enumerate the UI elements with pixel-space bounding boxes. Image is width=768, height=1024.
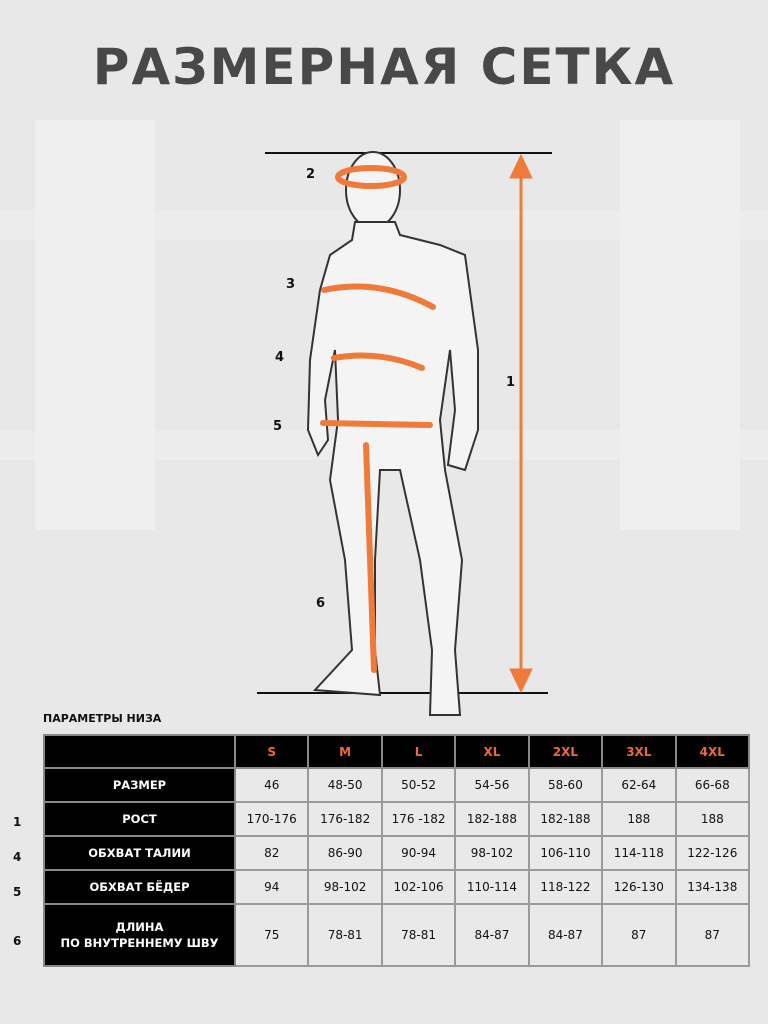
waist-line	[331, 352, 425, 371]
cell: 98-102	[454, 835, 530, 871]
cell: 182-188	[527, 801, 604, 837]
row-marker: 1	[13, 815, 22, 829]
marker-4: 4	[275, 350, 285, 365]
row-label: ДЛИНА ПО ВНУТРЕННЕМУ ШВУ	[43, 903, 236, 967]
watermark	[35, 120, 155, 530]
row-label: ОБХВАТ БЁДЕР	[43, 869, 236, 905]
cell: 87	[674, 903, 751, 967]
chest-line	[321, 283, 436, 310]
table-row: ДЛИНА ПО ВНУТРЕННЕМУ ШВУ 75 78-81 78-81 8…	[43, 903, 751, 967]
size-m: M	[307, 734, 383, 769]
size-l: L	[380, 734, 457, 769]
cell: 75	[233, 903, 310, 967]
watermark	[620, 120, 740, 530]
row-label-line1: ДЛИНА	[115, 920, 164, 934]
cell: 176-182	[307, 801, 383, 837]
cell: 126-130	[601, 869, 677, 905]
head-circumference	[335, 165, 407, 189]
marker-6: 6	[316, 596, 326, 611]
cell: 82	[233, 835, 310, 871]
row-marker: 4	[13, 850, 22, 864]
cell: 66-68	[674, 767, 751, 803]
cell: 106-110	[527, 835, 604, 871]
cell: 188	[601, 801, 677, 837]
cell: 182-188	[454, 801, 530, 837]
height-arrow	[509, 153, 533, 694]
marker-1: 1	[506, 375, 516, 390]
body-outline	[306, 151, 479, 716]
cell: 118-122	[527, 869, 604, 905]
size-3xl: 3XL	[601, 734, 677, 769]
table-row: ОБХВАТ БЁДЕР 94 98-102 102-106 110-114 1…	[43, 869, 751, 905]
hips-line	[320, 420, 433, 428]
table-row: ОБХВАТ ТАЛИИ 82 86-90 90-94 98-102 106-1…	[43, 835, 751, 871]
inseam-line	[363, 442, 377, 673]
corner-cell	[43, 734, 236, 769]
size-2xl: 2XL	[527, 734, 604, 769]
cell: 90-94	[380, 835, 457, 871]
cell: 98-102	[307, 869, 383, 905]
cell: 54-56	[454, 767, 530, 803]
body-figure	[257, 151, 552, 716]
cell: 78-81	[307, 903, 383, 967]
cell: 46	[233, 767, 310, 803]
cell: 58-60	[527, 767, 604, 803]
marker-2: 2	[306, 167, 316, 182]
size-s: S	[233, 734, 310, 769]
cell: 188	[674, 801, 751, 837]
cell: 114-118	[601, 835, 677, 871]
cell: 87	[601, 903, 677, 967]
measure-lines	[320, 165, 436, 673]
cell: 110-114	[454, 869, 530, 905]
cell: 78-81	[380, 903, 457, 967]
row-label-line2: ПО ВНУТРЕННЕМУ ШВУ	[60, 936, 219, 950]
marker-3: 3	[286, 277, 296, 292]
cell: 94	[233, 869, 310, 905]
size-header-row: S M L XL 2XL 3XL 4XL	[43, 734, 751, 769]
size-4xl: 4XL	[674, 734, 751, 769]
row-label: ОБХВАТ ТАЛИИ	[43, 835, 236, 871]
cell: 48-50	[307, 767, 383, 803]
cell: 50-52	[380, 767, 457, 803]
cell: 170-176	[233, 801, 310, 837]
size-xl: XL	[454, 734, 530, 769]
cell: 84-87	[527, 903, 604, 967]
cell: 176 -182	[380, 801, 457, 837]
row-marker: 6	[13, 934, 22, 948]
cell: 122-126	[674, 835, 751, 871]
page-title: РАЗМЕРНАЯ СЕТКА	[92, 38, 676, 96]
cell: 84-87	[454, 903, 530, 967]
row-label: РОСТ	[43, 801, 236, 837]
row-label: РАЗМЕР	[43, 767, 236, 803]
cell: 102-106	[380, 869, 457, 905]
cell: 134-138	[674, 869, 751, 905]
table-row: РАЗМЕР 46 48-50 50-52 54-56 58-60 62-64 …	[43, 767, 751, 803]
cell: 86-90	[307, 835, 383, 871]
row-marker: 5	[13, 885, 22, 899]
table-row: РОСТ 170-176 176-182 176 -182 182-188 18…	[43, 801, 751, 837]
table-caption: ПАРАМЕТРЫ НИЗА	[43, 712, 162, 725]
cell: 62-64	[601, 767, 677, 803]
marker-5: 5	[273, 419, 283, 434]
size-table: S M L XL 2XL 3XL 4XL РАЗМЕР 46 48-50 50-…	[43, 734, 751, 967]
